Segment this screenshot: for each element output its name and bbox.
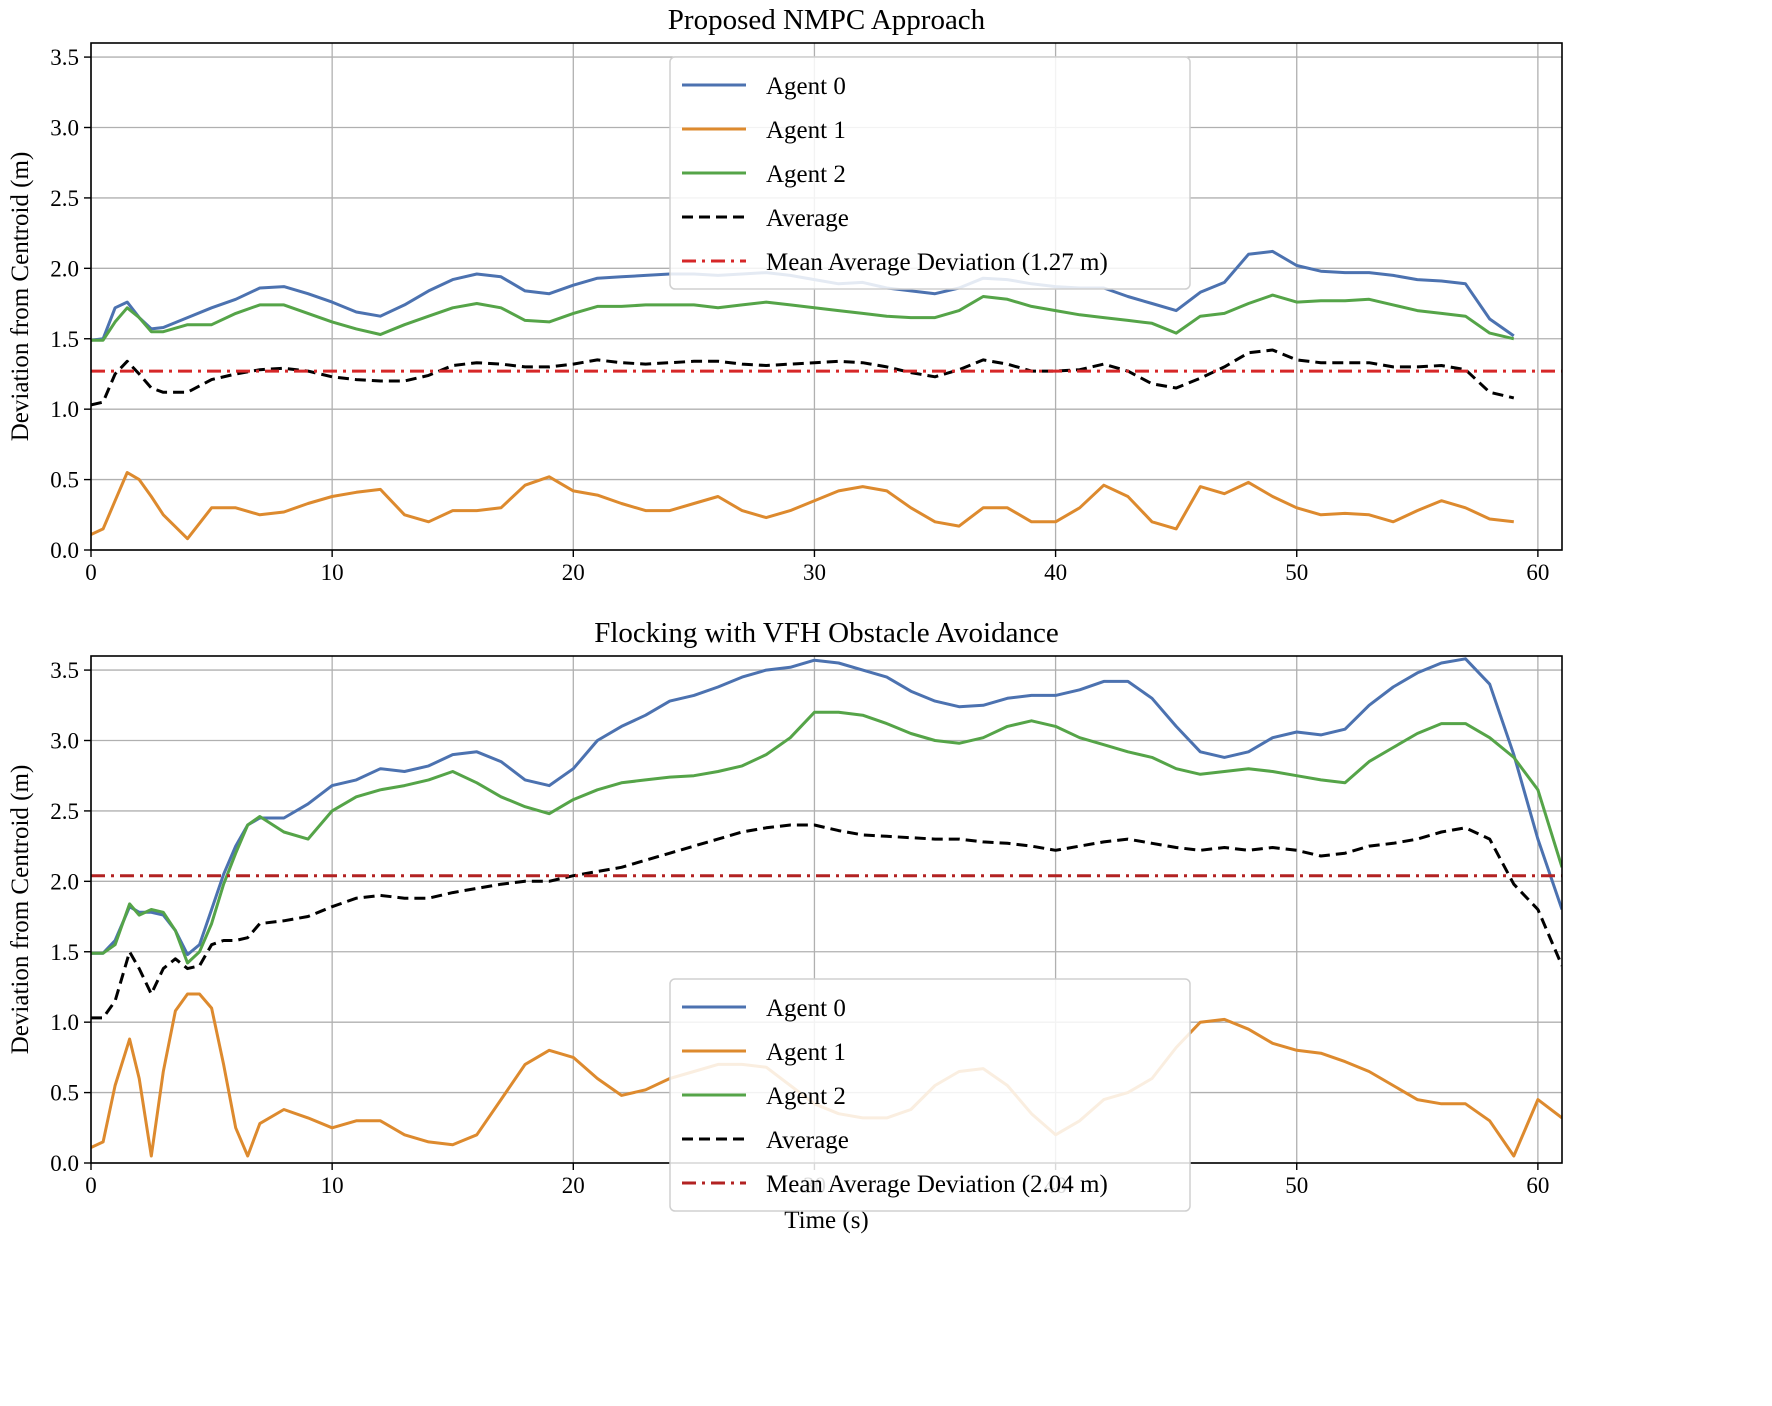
x-tick-label: 0: [85, 1173, 97, 1198]
y-tick-label: 0.0: [50, 1151, 79, 1176]
series-line-agent-1: [91, 471, 1514, 541]
series-line-average: [91, 348, 1515, 407]
y-tick-label: 1.5: [50, 327, 79, 352]
legend-box: [669, 978, 1191, 1212]
legend-label: Agent 2: [766, 161, 846, 188]
series-group: [91, 249, 1562, 541]
y-tick-label: 1.5: [50, 940, 79, 965]
x-tick-label: 60: [1526, 1173, 1549, 1198]
y-tick-label: 1.0: [50, 397, 79, 422]
y-tick-label: 1.0: [50, 1010, 79, 1035]
chart-panel-1: 01020304050600.00.51.01.52.02.53.03.5Flo…: [7, 617, 1563, 1234]
x-tick-label: 50: [1285, 1173, 1308, 1198]
series-line-agent-0: [91, 657, 1562, 957]
series-group: [91, 657, 1562, 1158]
legend: Agent 0 Agent 1 Agent 2 Average Mean Average…: [669, 978, 1191, 1212]
x-tick-label: 20: [562, 560, 585, 585]
series-line-agent-2: [91, 293, 1515, 342]
y-tick-label: 2.0: [50, 256, 79, 281]
x-tick-label: 0: [85, 560, 97, 585]
chart-title: Proposed NMPC Approach: [668, 4, 986, 36]
x-tick-label: 10: [321, 1173, 344, 1198]
y-tick-label: 0.5: [50, 468, 79, 493]
x-tick-label: 40: [1044, 560, 1067, 585]
legend-label: Agent 1: [766, 117, 846, 144]
y-tick-label: 0.0: [50, 538, 79, 563]
legend-box: [669, 56, 1191, 290]
plot-frame: [90, 42, 1563, 551]
x-tick-label: 50: [1285, 560, 1308, 585]
y-tick-label: 2.5: [50, 799, 79, 824]
y-tick-label: 3.5: [50, 45, 79, 70]
legend-label: Mean Average Deviation (1.27 m): [766, 249, 1108, 276]
legend-label: Agent 2: [766, 1083, 846, 1110]
series-line-agent-2: [91, 710, 1562, 965]
legend: Agent 0 Agent 1 Agent 2 Average Mean Average…: [669, 56, 1191, 290]
chart-panel-0: 0 10 20 30 40 50 60 0.0 0.5 1.0 1.5 2.0 2.5 3.0 3.5 Pro…: [7, 4, 1563, 585]
legend-label: Mean Average Deviation (2.04 m): [766, 1171, 1108, 1198]
x-tick-label: 30: [803, 560, 826, 585]
legend-label: Average: [766, 1127, 849, 1154]
legend-label: Agent 1: [766, 1039, 846, 1066]
y-axis-label: Deviation from Centroid (m): [7, 765, 34, 1055]
y-tick-label: 3.0: [50, 116, 79, 141]
series-line-average: [91, 823, 1562, 1020]
legend-label: Agent 0: [766, 73, 846, 100]
y-axis-label: Deviation from Centroid (m): [7, 152, 34, 442]
x-tick-label: 20: [562, 1173, 585, 1198]
y-tick-label: 3.5: [50, 658, 79, 683]
x-tick-label: 10: [321, 560, 344, 585]
y-tick-label: 2.5: [50, 186, 79, 211]
y-tick-label: 0.5: [50, 1081, 79, 1106]
legend-label: Agent 0: [766, 995, 846, 1022]
x-tick-label: 60: [1526, 560, 1549, 585]
y-tick-label: 3.0: [50, 729, 79, 754]
chart-title: Flocking with VFH Obstacle Avoidance: [594, 617, 1058, 649]
legend-label: Average: [766, 205, 849, 232]
y-tick-label: 2.0: [50, 869, 79, 894]
